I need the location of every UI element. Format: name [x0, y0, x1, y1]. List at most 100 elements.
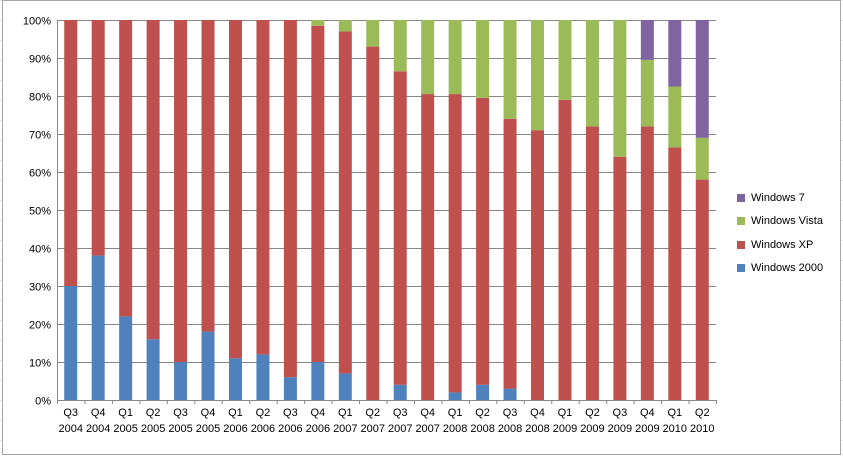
bar-segment[interactable]	[476, 20, 490, 98]
bar-segment[interactable]	[640, 59, 654, 127]
x-tick-label-quarter: Q2	[256, 407, 271, 419]
bar-segment[interactable]	[91, 20, 105, 256]
x-tick-label-quarter: Q3	[503, 407, 518, 419]
bar-segment[interactable]	[476, 384, 490, 400]
x-tick-label-quarter: Q2	[695, 407, 710, 419]
bar-segment[interactable]	[558, 20, 572, 100]
bar-segment[interactable]	[476, 97, 490, 385]
bar-segment[interactable]	[311, 25, 325, 362]
bar-segment[interactable]	[448, 94, 462, 393]
bar-segment[interactable]	[64, 286, 78, 400]
bar-segment[interactable]	[613, 20, 627, 157]
x-tick-label-quarter: Q1	[558, 407, 573, 419]
bar-segment[interactable]	[695, 20, 709, 138]
legend-swatch	[737, 240, 745, 249]
x-tick-label-year: 2004	[58, 423, 82, 435]
x-tick-label-quarter: Q1	[118, 407, 133, 419]
bar-segment[interactable]	[585, 20, 599, 127]
bar-segment[interactable]	[393, 71, 407, 385]
x-tick-label-quarter: Q4	[530, 407, 545, 419]
bar-segment[interactable]	[338, 20, 352, 32]
x-tick-label-year: 2006	[278, 423, 302, 435]
bar-segment[interactable]	[613, 156, 627, 400]
legend-label: Windows XP	[751, 238, 814, 251]
bar-segment[interactable]	[531, 130, 545, 400]
bar-segment[interactable]	[366, 46, 380, 400]
bar-segment[interactable]	[311, 362, 325, 400]
bar-segment[interactable]	[311, 20, 325, 26]
bar-segment[interactable]	[393, 384, 407, 400]
bar-segment[interactable]	[558, 99, 572, 401]
bar-segment[interactable]	[640, 20, 654, 60]
bar-segment[interactable]	[64, 20, 78, 286]
bar-segment[interactable]	[174, 362, 188, 400]
legend-item: Windows 7	[737, 186, 837, 210]
bar-segment[interactable]	[393, 20, 407, 72]
y-tick-label: 100%	[23, 16, 51, 28]
legend-item: Windows 2000	[737, 257, 837, 281]
bar-segment[interactable]	[146, 20, 160, 340]
x-tick-label-quarter: Q2	[585, 407, 600, 419]
bar-segment[interactable]	[503, 118, 517, 389]
bar-segment[interactable]	[338, 31, 352, 374]
x-tick-label-year: 2008	[470, 423, 494, 435]
bar-segment[interactable]	[146, 339, 160, 400]
bar-segment[interactable]	[228, 20, 242, 359]
x-tick-label-year: 2009	[608, 423, 632, 435]
bar-segment[interactable]	[503, 20, 517, 119]
x-tick-label-quarter: Q1	[228, 407, 243, 419]
x-tick-label-quarter: Q3	[393, 407, 408, 419]
x-tick-label-quarter: Q1	[338, 407, 353, 419]
x-tick-label-quarter: Q4	[640, 407, 655, 419]
bar-segment[interactable]	[283, 20, 297, 378]
x-tick-label-year: 2005	[196, 423, 220, 435]
bar-segment[interactable]	[640, 126, 654, 401]
bar-segment[interactable]	[201, 20, 215, 332]
bar-segment[interactable]	[668, 20, 682, 87]
stacked-bar-chart: 0% 10% 20% 30% 40% 50% 60% 70% 80% 90% 100% Q3 2004…	[23, 16, 717, 435]
bar-segment[interactable]	[448, 20, 462, 95]
bar-segment[interactable]	[201, 331, 215, 400]
legend-item: Windows XP	[737, 233, 837, 257]
bar-segment[interactable]	[256, 354, 270, 400]
x-tick-label-quarter: Q3	[63, 407, 78, 419]
x-tick-label-year: 2008	[443, 423, 467, 435]
x-tick-label-year: 2009	[553, 423, 577, 435]
bar-segment[interactable]	[448, 392, 462, 400]
x-tick-label-quarter: Q4	[311, 407, 326, 419]
bar-segment[interactable]	[421, 20, 435, 95]
x-tick-label-year: 2010	[663, 423, 687, 435]
y-tick-label: 0%	[35, 396, 51, 408]
x-tick-labels: Q3 2004 Q4 2004 Q1 2005 Q2 2005 Q3 2005 Q4 2005 Q1 20…	[57, 400, 717, 435]
bar-segment[interactable]	[695, 179, 709, 400]
bar-segment[interactable]	[174, 20, 188, 362]
bar-segment[interactable]	[338, 373, 352, 400]
bar-segment[interactable]	[228, 358, 242, 400]
x-tick-label-quarter: Q3	[283, 407, 298, 419]
bar-segment[interactable]	[585, 126, 599, 401]
x-tick-label-year: 2007	[388, 423, 412, 435]
bar-segment[interactable]	[668, 147, 682, 400]
bar-segment[interactable]	[91, 255, 105, 400]
y-tick-label: 70%	[29, 130, 51, 142]
x-tick-label-year: 2007	[415, 423, 439, 435]
x-tick-label-year: 2008	[525, 423, 549, 435]
bar-segment[interactable]	[531, 20, 545, 131]
legend-label: Windows 7	[751, 191, 805, 204]
bar-segment[interactable]	[695, 137, 709, 180]
bar-segment[interactable]	[366, 20, 380, 47]
x-tick-label-quarter: Q3	[613, 407, 628, 419]
bar-segment[interactable]	[283, 377, 297, 400]
bar-segment[interactable]	[119, 20, 133, 317]
x-tick-label-year: 2005	[168, 423, 192, 435]
bar-segment[interactable]	[503, 388, 517, 400]
x-tick-label-quarter: Q4	[420, 407, 435, 419]
bar-segment[interactable]	[668, 86, 682, 148]
bar-segment[interactable]	[256, 20, 270, 355]
x-tick-label-year: 2007	[333, 423, 357, 435]
bar-segment[interactable]	[421, 94, 435, 400]
y-tick-label: 20%	[29, 320, 51, 332]
legend: Windows 7 Windows Vista Windows XP Windows …	[737, 186, 837, 280]
bar-segment[interactable]	[119, 316, 133, 400]
